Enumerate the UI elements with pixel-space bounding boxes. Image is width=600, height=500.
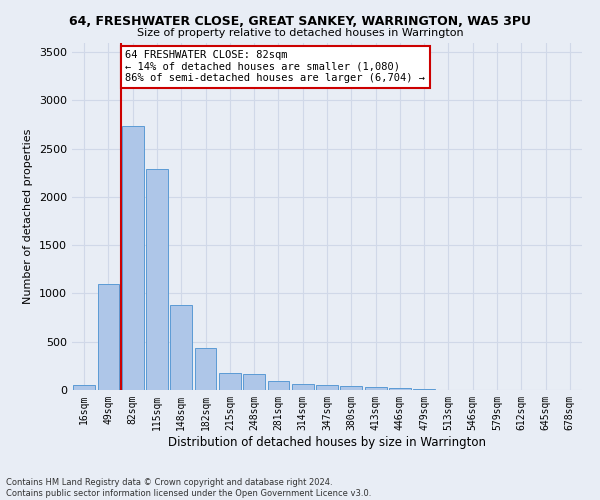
Bar	[146, 169, 168, 390]
Bar	[170, 305, 192, 390]
Text: 64 FRESHWATER CLOSE: 82sqm
← 14% of detached houses are smaller (1,080)
86% of s: 64 FRESHWATER CLOSE: 82sqm ← 14% of deta…	[125, 50, 425, 84]
Bar	[413, 389, 435, 390]
Bar	[316, 384, 338, 390]
Text: 64, FRESHWATER CLOSE, GREAT SANKEY, WARRINGTON, WA5 3PU: 64, FRESHWATER CLOSE, GREAT SANKEY, WARR…	[69, 15, 531, 28]
X-axis label: Distribution of detached houses by size in Warrington: Distribution of detached houses by size …	[168, 436, 486, 448]
Bar	[365, 386, 386, 390]
Bar	[73, 384, 95, 390]
Bar	[194, 348, 217, 390]
Y-axis label: Number of detached properties: Number of detached properties	[23, 128, 34, 304]
Bar	[340, 386, 362, 390]
Bar	[292, 384, 314, 390]
Text: Size of property relative to detached houses in Warrington: Size of property relative to detached ho…	[137, 28, 463, 38]
Text: Contains HM Land Registry data © Crown copyright and database right 2024.
Contai: Contains HM Land Registry data © Crown c…	[6, 478, 371, 498]
Bar	[268, 381, 289, 390]
Bar	[122, 126, 143, 390]
Bar	[97, 284, 119, 390]
Bar	[389, 388, 411, 390]
Bar	[219, 373, 241, 390]
Bar	[243, 374, 265, 390]
